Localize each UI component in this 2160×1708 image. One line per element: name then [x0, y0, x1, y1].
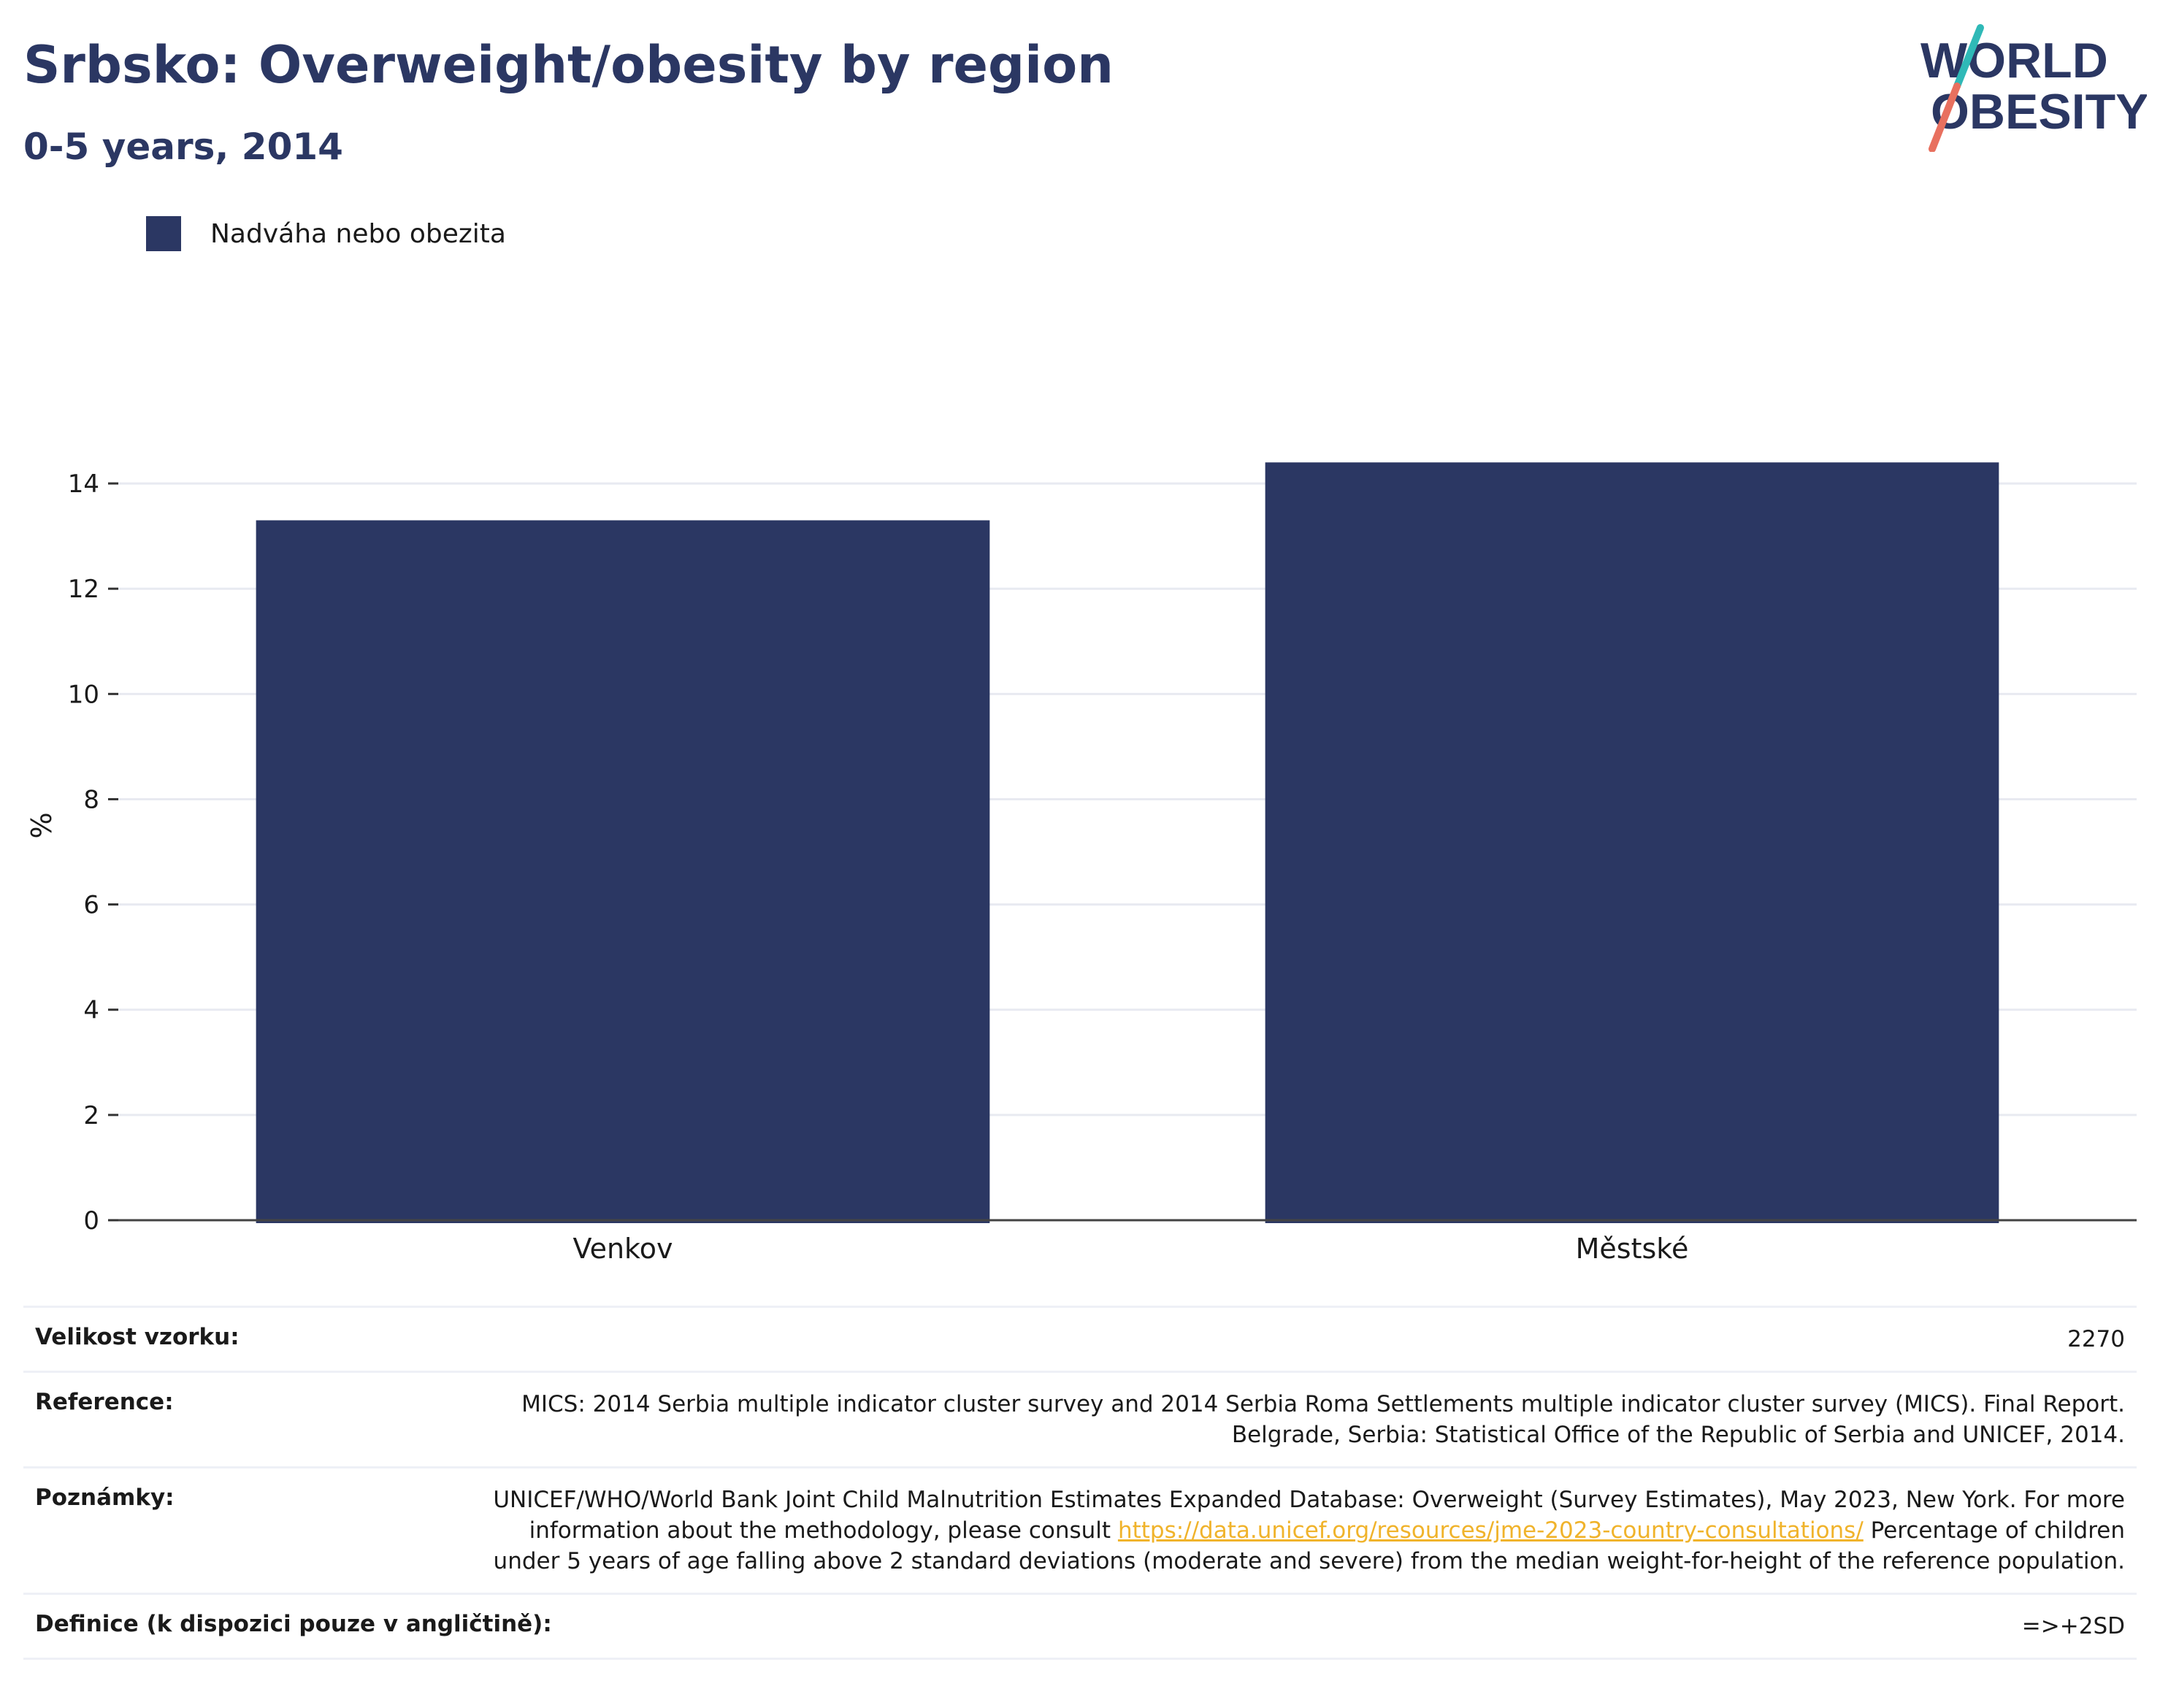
logo-word-world: WORLD: [1920, 33, 2108, 88]
reference-label: Reference:: [35, 1389, 174, 1415]
notes-text-before: UNICEF/WHO/World Bank Joint Child Malnut…: [493, 1487, 2125, 1544]
bar-mestske: [1265, 462, 1999, 1223]
notes-text-after: Percentage of children under 5 years of …: [493, 1517, 2125, 1574]
sample-size-value: 2270: [2067, 1326, 2125, 1352]
y-axis-label: %: [26, 812, 58, 838]
y-tick-label: 2: [83, 1101, 99, 1130]
info-row-definition: Definice (k dispozici pouze v angličtině…: [23, 1593, 2137, 1660]
logo-word-obesity: OBESITY: [1931, 84, 2147, 139]
logo-slash-bottom: [1929, 83, 1961, 152]
sample-size-label: Velikost vzorku:: [35, 1324, 240, 1350]
y-tick-label: 8: [83, 785, 99, 814]
reference-value: MICS: 2014 Serbia multiple indicator clu…: [521, 1391, 2125, 1448]
chart-title: Srbsko: Overweight/obesity by region: [23, 35, 1114, 95]
notes-value: UNICEF/WHO/World Bank Joint Child Malnut…: [482, 1485, 2125, 1577]
legend-swatch: [146, 216, 181, 251]
y-tick-label: 6: [83, 891, 99, 920]
definition-label: Definice (k dispozici pouze v angličtině…: [35, 1611, 552, 1637]
info-row-reference: Reference: MICS: 2014 Serbia multiple in…: [23, 1371, 2137, 1466]
y-tick-label: 10: [68, 680, 99, 709]
legend-label: Nadváha nebo obezita: [210, 218, 506, 249]
x-tick-label: Venkov: [573, 1233, 673, 1265]
info-table: Velikost vzorku: 2270 Reference: MICS: 2…: [23, 1306, 2137, 1660]
logo-slash-top: [1953, 24, 1984, 90]
methodology-link[interactable]: https://data.unicef.org/resources/jme-20…: [1117, 1517, 1864, 1544]
notes-label: Poznámky:: [35, 1485, 175, 1511]
x-tick-label: Městské: [1576, 1233, 1689, 1265]
bar-chart: 0 2 4 6 8 10 12 14% Venkov Městské: [26, 462, 2137, 1265]
world-obesity-logo: WORLD OBESITY: [1920, 24, 2147, 152]
definition-value: =>+2SD: [2021, 1613, 2125, 1639]
info-row-notes: Poznámky: UNICEF/WHO/World Bank Joint Ch…: [23, 1466, 2137, 1593]
y-tick-label: 12: [68, 575, 99, 604]
y-tick-label: 0: [83, 1206, 99, 1236]
bar-venkov: [256, 520, 990, 1223]
chart-subtitle: 0-5 years, 2014: [23, 126, 343, 168]
chart-legend: Nadváha nebo obezita: [146, 216, 506, 251]
y-tick-label: 4: [83, 996, 99, 1025]
y-tick-label: 14: [68, 470, 99, 499]
info-row-sample-size: Velikost vzorku: 2270: [23, 1306, 2137, 1371]
